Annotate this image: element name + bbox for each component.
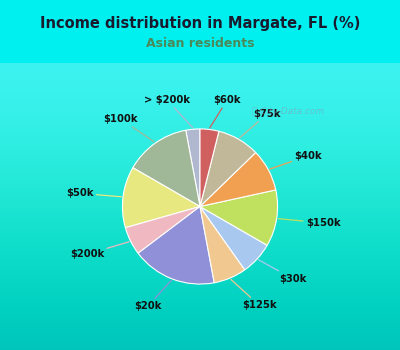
Wedge shape xyxy=(200,153,276,206)
Wedge shape xyxy=(200,190,278,245)
Text: $150k: $150k xyxy=(278,218,340,228)
Text: $75k: $75k xyxy=(240,109,281,138)
Wedge shape xyxy=(200,129,219,206)
Text: $200k: $200k xyxy=(70,242,129,259)
Text: > $200k: > $200k xyxy=(144,95,193,128)
Text: Asian residents: Asian residents xyxy=(146,37,254,50)
Wedge shape xyxy=(125,206,200,253)
Wedge shape xyxy=(122,168,200,228)
Wedge shape xyxy=(186,129,200,206)
Text: $60k: $60k xyxy=(210,95,241,128)
Text: Ⓢ City-Data.com: Ⓢ City-Data.com xyxy=(252,107,324,117)
Wedge shape xyxy=(133,130,200,206)
Text: Income distribution in Margate, FL (%): Income distribution in Margate, FL (%) xyxy=(40,16,360,31)
Text: $125k: $125k xyxy=(231,279,276,310)
Wedge shape xyxy=(200,206,267,270)
Text: $100k: $100k xyxy=(104,114,154,142)
Wedge shape xyxy=(138,206,214,284)
Text: $50k: $50k xyxy=(66,188,122,198)
Text: $30k: $30k xyxy=(258,260,306,284)
Wedge shape xyxy=(200,131,256,206)
Wedge shape xyxy=(200,206,245,283)
Text: $40k: $40k xyxy=(270,151,322,169)
Text: $20k: $20k xyxy=(134,280,172,311)
